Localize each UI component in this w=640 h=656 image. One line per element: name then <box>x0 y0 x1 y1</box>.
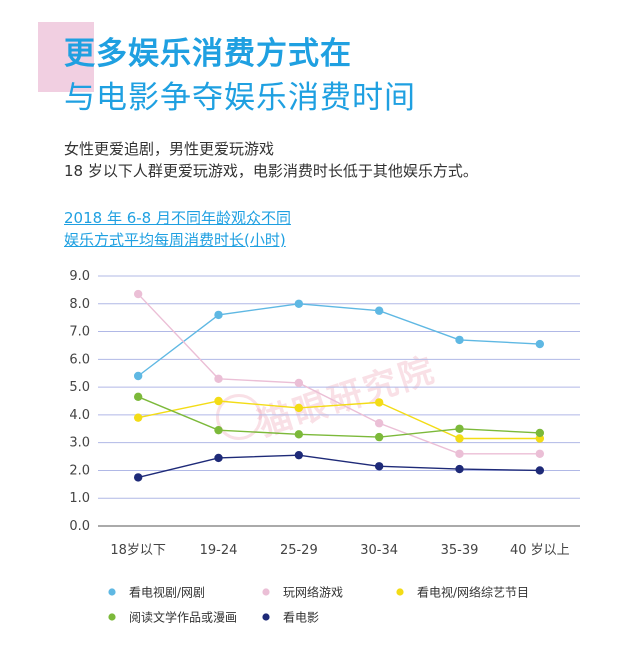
y-tick-label: 2.0 <box>69 463 90 478</box>
data-point <box>214 396 223 406</box>
data-point <box>133 392 143 402</box>
data-point <box>374 432 384 442</box>
y-tick-label: 4.0 <box>69 408 90 423</box>
series-line <box>137 293 540 455</box>
legend-item: 玩网络游戏 <box>262 585 343 600</box>
subtitle-line1: 女性更爱追剧，男性更爱玩游戏 <box>64 140 275 158</box>
legend-marker <box>262 588 270 596</box>
data-point <box>294 430 304 439</box>
x-tick-label: 18岁以下 <box>110 543 166 558</box>
data-point <box>455 449 464 458</box>
data-point <box>455 464 464 474</box>
data-point <box>294 403 304 413</box>
legend-item: 看电视剧/网剧 <box>108 585 205 600</box>
legend-label: 看电视/网络综艺节目 <box>417 585 529 600</box>
series-0 <box>133 299 545 381</box>
page-title-line2: 与电影争夺娱乐消费时间 <box>64 80 416 116</box>
data-point <box>133 289 143 299</box>
data-point <box>294 378 304 388</box>
subtitle-line2: 18 岁以下人群更爱玩游戏，电影消费时长低于其他娱乐方式。 <box>64 162 478 180</box>
data-point <box>294 450 304 460</box>
series-line <box>138 454 540 479</box>
legend-label: 看电视剧/网剧 <box>129 585 205 600</box>
data-point <box>455 424 464 433</box>
series-line <box>137 396 540 438</box>
legend-marker <box>108 613 116 621</box>
data-point <box>214 374 223 383</box>
grid-layer <box>98 275 580 499</box>
data-point <box>455 434 464 443</box>
data-point <box>214 453 223 463</box>
x-tick-label: 19-24 <box>200 543 238 558</box>
data-point <box>535 466 545 475</box>
data-point <box>374 419 384 428</box>
legend-label: 玩网络游戏 <box>283 585 343 600</box>
y-tick-label: 0.0 <box>69 519 90 534</box>
data-point <box>214 425 223 435</box>
legend-label: 看电影 <box>283 611 319 625</box>
y-tick-label: 6.0 <box>69 352 90 367</box>
chart-title-line2: 娱乐方式平均每周消费时长(小时) <box>64 231 286 249</box>
series-3 <box>133 392 545 442</box>
x-tick-label: 40 岁以上 <box>510 543 570 558</box>
data-point <box>535 339 545 349</box>
legend-item: 看电影 <box>262 611 319 625</box>
title-accent-block <box>38 22 94 92</box>
legend-marker <box>262 613 270 621</box>
page-title-line1: 更多娱乐消费方式在 <box>64 36 352 72</box>
data-point <box>535 449 545 458</box>
x-tick-label: 30-34 <box>360 543 398 558</box>
data-point <box>535 428 545 438</box>
series-4 <box>133 450 545 482</box>
y-tick-label: 5.0 <box>69 380 90 395</box>
watermark-seal-icon <box>216 394 262 440</box>
x-tick-label: 25-29 <box>280 543 318 558</box>
data-point <box>374 462 384 471</box>
y-tick-label: 1.0 <box>69 491 90 506</box>
legend-marker <box>396 588 404 596</box>
y-tick-label: 3.0 <box>69 436 90 451</box>
y-tick-label: 9.0 <box>69 269 90 284</box>
legend-marker <box>108 588 116 596</box>
series-1 <box>133 289 545 458</box>
legend-item: 阅读文学作品或漫画 <box>108 610 237 625</box>
series-line <box>138 400 540 440</box>
data-point <box>133 473 143 482</box>
y-tick-label: 8.0 <box>69 297 90 312</box>
chart-title-line1: 2018 年 6-8 月不同年龄观众不同 <box>64 209 291 227</box>
data-point <box>294 299 304 308</box>
data-point <box>133 371 143 381</box>
data-point <box>455 335 464 345</box>
y-tick-label: 7.0 <box>69 325 90 340</box>
series-layer <box>133 289 545 482</box>
data-point <box>133 413 143 422</box>
series-line <box>137 303 540 377</box>
legend-item: 看电视/网络综艺节目 <box>396 585 529 600</box>
axis-layer: 0.0 1.0 2.0 3.0 4.0 5.0 6.0 7.0 8.0 9.0 18岁以下 19-24… <box>69 269 580 558</box>
data-point <box>214 310 223 320</box>
data-point <box>374 398 384 407</box>
x-tick-label: 35-39 <box>441 543 479 558</box>
data-point <box>374 306 384 315</box>
legend-label: 阅读文学作品或漫画 <box>129 610 237 625</box>
